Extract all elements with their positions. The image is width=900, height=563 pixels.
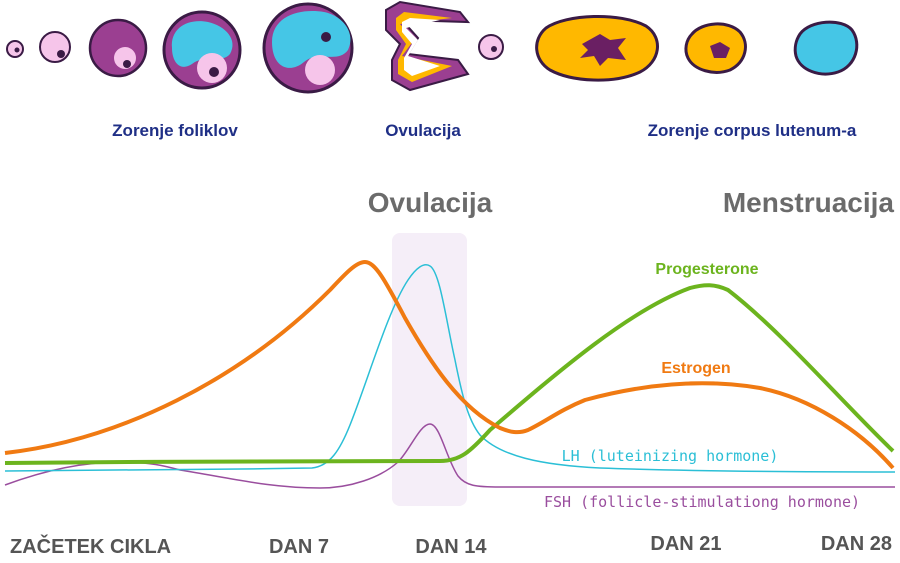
- primary-follicle-icon: [88, 18, 148, 78]
- day-label-start: ZAČETEK CIKLA: [10, 534, 171, 558]
- ruptured-follicle-icon: [385, 0, 471, 92]
- mature-follicle-icon: [262, 2, 354, 94]
- day-label-7: DAN 7: [269, 536, 329, 558]
- lh-curve: [4, 264, 896, 473]
- progesterone-label: Progesterone: [655, 261, 758, 278]
- corpus-albicans-icon: [793, 20, 859, 76]
- day-label-21: DAN 21: [650, 533, 721, 555]
- oocyte-icon: [39, 31, 71, 63]
- day-label-28: DAN 28: [821, 533, 892, 555]
- estrogen-label: Estrogen: [661, 360, 730, 377]
- stage-label-corpus-luteum: Zorenje corpus lutenum-a: [648, 121, 857, 140]
- stage-label-ovulation: Ovulacija: [385, 121, 461, 140]
- corpus-luteum-regressing-icon: [684, 22, 747, 74]
- progesterone-curve: [4, 283, 895, 465]
- stage-label-follicle-maturation: Zorenje foliklov: [112, 121, 238, 140]
- corpus-luteum-icon: [535, 14, 659, 82]
- secondary-follicle-icon: [162, 10, 242, 90]
- released-egg-icon: [478, 34, 504, 60]
- fsh-label: FSH (follicle-stimulationg hormone): [544, 493, 860, 511]
- lh-label: LH (luteinizing hormone): [562, 447, 779, 465]
- estrogen-curve: [4, 259, 895, 470]
- follicle-illustrations: [6, 0, 859, 94]
- oocyte-small-icon: [6, 40, 24, 58]
- phase-title-ovulation: Ovulacija: [368, 187, 493, 218]
- day-label-14: DAN 14: [415, 536, 487, 558]
- ovulation-band: [392, 233, 467, 506]
- phase-title-menstruation: Menstruacija: [723, 187, 895, 218]
